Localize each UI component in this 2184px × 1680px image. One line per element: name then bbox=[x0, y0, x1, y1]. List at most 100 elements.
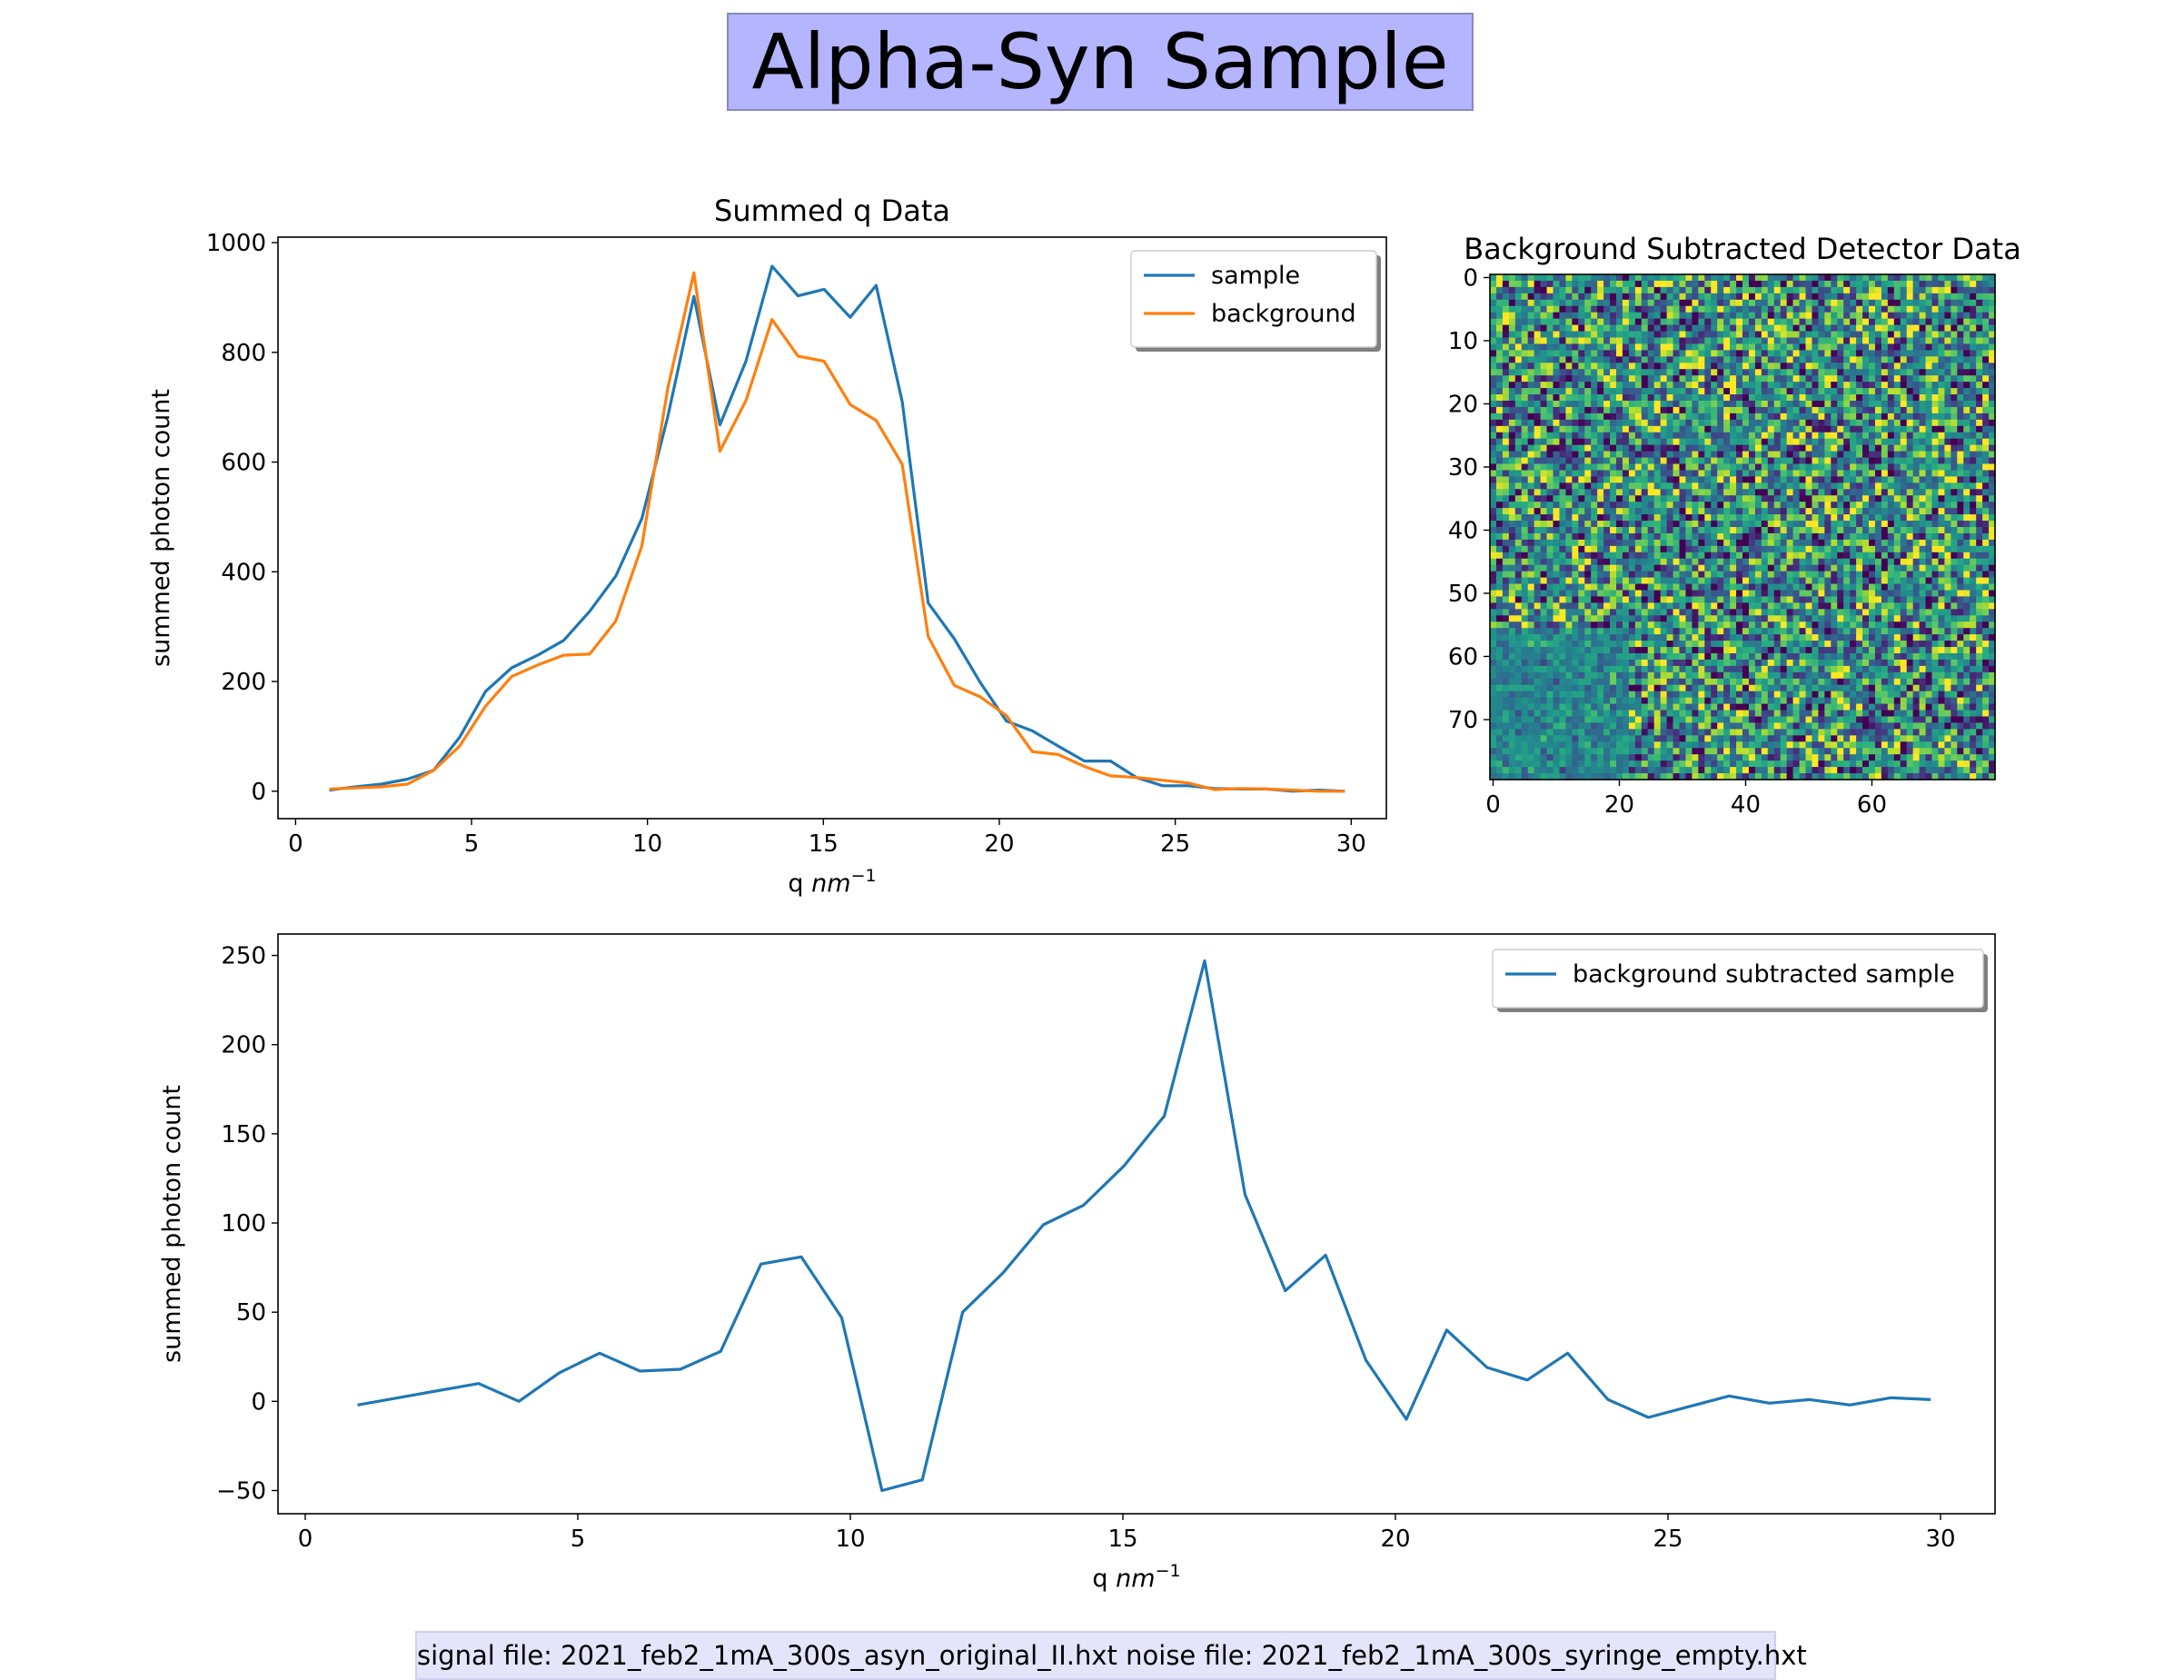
heatmap-cell bbox=[1522, 653, 1529, 661]
heatmap-cell bbox=[1894, 363, 1901, 370]
heatmap-cell bbox=[1673, 388, 1681, 395]
heatmap-cell bbox=[1490, 413, 1497, 421]
heatmap-cell bbox=[1831, 375, 1838, 383]
heatmap-cell bbox=[1654, 401, 1662, 408]
heatmap-cell bbox=[1881, 621, 1889, 629]
heatmap-cell bbox=[1528, 591, 1535, 598]
heatmap-cell bbox=[1963, 584, 1971, 591]
heatmap-cell bbox=[1806, 634, 1813, 641]
heatmap-cell bbox=[1711, 300, 1718, 307]
heatmap-cell bbox=[1572, 319, 1579, 326]
heatmap-cell bbox=[1926, 300, 1933, 307]
heatmap-cell bbox=[1642, 540, 1649, 547]
heatmap-cell bbox=[1982, 420, 1990, 427]
heatmap-cell bbox=[1781, 521, 1788, 528]
heatmap-cell bbox=[1522, 508, 1529, 515]
heatmap-cell bbox=[1503, 356, 1510, 363]
heatmap-cell bbox=[1787, 476, 1794, 483]
x-tick-label: 15 bbox=[809, 830, 839, 858]
heatmap-cell bbox=[1642, 660, 1649, 667]
heatmap-cell bbox=[1944, 527, 1951, 534]
heatmap-cell bbox=[1603, 394, 1611, 402]
heatmap-cell bbox=[1629, 382, 1636, 389]
heatmap-cell bbox=[1913, 332, 1921, 339]
heatmap-cell bbox=[1661, 313, 1668, 320]
heatmap-cell bbox=[1698, 464, 1705, 472]
heatmap-cell bbox=[1837, 508, 1844, 515]
heatmap-cell bbox=[1730, 343, 1737, 351]
heatmap-cell bbox=[1957, 502, 1964, 509]
heatmap-cell bbox=[1843, 338, 1851, 345]
heatmap-cell bbox=[1629, 413, 1636, 421]
heatmap-cell bbox=[1692, 641, 1699, 648]
heatmap-cell bbox=[1850, 343, 1857, 351]
heatmap-cell bbox=[1654, 533, 1662, 541]
heatmap-cell bbox=[1578, 319, 1585, 326]
heatmap-cell bbox=[1554, 388, 1561, 395]
heatmap-cell bbox=[1723, 502, 1731, 509]
heatmap-cell bbox=[1509, 313, 1516, 320]
heatmap-cell bbox=[1926, 413, 1933, 421]
heatmap-cell bbox=[1496, 439, 1504, 446]
heatmap-cell bbox=[1888, 514, 1895, 522]
heatmap-cell bbox=[1774, 495, 1782, 502]
heatmap-cell bbox=[1559, 382, 1566, 389]
heatmap-cell bbox=[1704, 432, 1712, 440]
heatmap-cell bbox=[1932, 602, 1940, 610]
heatmap-cell bbox=[1920, 350, 1927, 357]
heatmap-cell bbox=[1723, 432, 1731, 440]
heatmap-cell bbox=[1522, 464, 1529, 472]
heatmap-cell bbox=[1901, 306, 1908, 313]
heatmap-cell bbox=[1926, 552, 1933, 560]
heatmap-cell bbox=[1642, 432, 1649, 440]
heatmap-cell bbox=[1926, 502, 1933, 509]
heatmap-cell bbox=[1888, 546, 1895, 553]
heatmap-cell bbox=[1547, 426, 1554, 433]
heatmap-cell bbox=[1812, 533, 1819, 541]
heatmap-cell bbox=[1768, 609, 1775, 616]
heatmap-cell bbox=[1559, 413, 1566, 421]
heatmap-cell bbox=[1970, 521, 1977, 528]
heatmap-cell bbox=[1610, 628, 1617, 635]
heatmap-cell bbox=[1920, 394, 1927, 402]
heatmap-cell bbox=[1913, 489, 1921, 496]
heatmap-cell bbox=[1680, 306, 1687, 313]
heatmap-cell bbox=[1938, 641, 1945, 648]
heatmap-cell bbox=[1730, 464, 1737, 472]
heatmap-cell bbox=[1901, 495, 1908, 502]
heatmap-cell bbox=[1982, 363, 1990, 370]
heatmap-cell bbox=[1496, 591, 1504, 598]
heatmap-cell bbox=[1642, 426, 1649, 433]
heatmap-cell bbox=[1685, 495, 1693, 502]
heatmap-cell bbox=[1970, 514, 1977, 522]
heatmap-cell bbox=[1938, 343, 1945, 351]
heatmap-cell bbox=[1717, 527, 1724, 534]
heatmap-cell bbox=[1901, 527, 1908, 534]
heatmap-cell bbox=[1572, 527, 1579, 534]
heatmap-cell bbox=[1591, 369, 1598, 376]
heatmap-cell bbox=[1717, 313, 1724, 320]
heatmap-cell bbox=[1597, 609, 1604, 616]
heatmap-cell bbox=[1781, 350, 1788, 357]
heatmap-cell bbox=[1673, 401, 1681, 408]
heatmap-cell bbox=[1944, 407, 1951, 414]
heatmap-cell bbox=[1597, 375, 1604, 383]
heatmap-cell bbox=[1578, 350, 1585, 357]
heatmap-cell bbox=[1774, 432, 1782, 440]
heatmap-cell bbox=[1635, 578, 1643, 585]
heatmap-cell bbox=[1610, 401, 1617, 408]
heatmap-cell bbox=[1591, 293, 1598, 301]
heatmap-cell bbox=[1642, 407, 1649, 414]
heatmap-cell bbox=[1565, 653, 1573, 661]
heatmap-cell bbox=[1717, 363, 1724, 370]
heatmap-cell bbox=[1894, 350, 1901, 357]
heatmap-cell bbox=[1654, 369, 1662, 376]
heatmap-cell bbox=[1490, 388, 1497, 395]
heatmap-cell bbox=[1800, 325, 1807, 333]
heatmap-cell bbox=[1717, 293, 1724, 301]
heatmap-cell bbox=[1800, 609, 1807, 616]
heatmap-cell bbox=[1781, 445, 1788, 452]
heatmap-cell bbox=[1685, 572, 1693, 579]
heatmap-cell bbox=[1711, 426, 1718, 433]
heatmap-cell bbox=[1723, 602, 1731, 610]
